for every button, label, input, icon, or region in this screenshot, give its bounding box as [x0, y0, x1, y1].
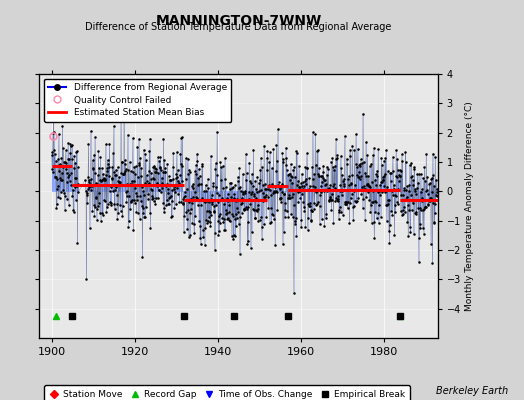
Text: MANNINGTON-7WNW: MANNINGTON-7WNW	[155, 14, 322, 28]
Y-axis label: Monthly Temperature Anomaly Difference (°C): Monthly Temperature Anomaly Difference (…	[465, 101, 474, 311]
Text: Berkeley Earth: Berkeley Earth	[436, 386, 508, 396]
Legend: Station Move, Record Gap, Time of Obs. Change, Empirical Break: Station Move, Record Gap, Time of Obs. C…	[44, 386, 410, 400]
Text: Difference of Station Temperature Data from Regional Average: Difference of Station Temperature Data f…	[85, 22, 391, 32]
